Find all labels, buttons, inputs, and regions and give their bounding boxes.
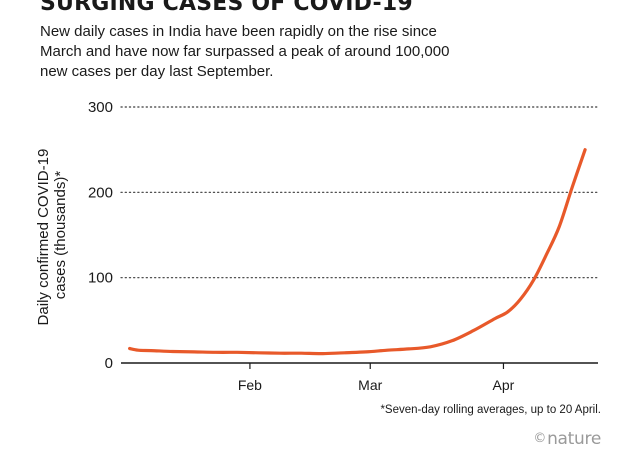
footnote: *Seven-day rolling averages, up to 20 Ap… [380, 404, 601, 416]
y-tick-label-0: 0 [105, 355, 113, 372]
y-axis-label: Daily confirmed COVID-19 cases (thousand… [35, 145, 69, 326]
series [128, 148, 587, 356]
y-tick-label-100: 100 [88, 270, 113, 287]
y-axis-label-line-1: Daily confirmed COVID-19 [35, 149, 52, 326]
x-tick-label-feb: Feb [238, 377, 262, 393]
copyright-icon: © [533, 431, 547, 446]
chart-subtitle: New daily cases in India have been rapid… [40, 23, 450, 80]
y-tick-label-200: 200 [88, 184, 113, 201]
nature-logo: ©nature [533, 429, 601, 449]
chart-title: SURGING CASES OF COVID-19 [40, 0, 413, 16]
brand-name: nature [547, 429, 601, 449]
axes: 0 100 200 300 Feb Mar Apr [88, 99, 598, 393]
series-line-0 [128, 148, 587, 356]
y-tick-label-300: 300 [88, 99, 113, 116]
x-tick-label-mar: Mar [358, 377, 382, 393]
x-tick-label-apr: Apr [493, 377, 515, 393]
gridlines [120, 106, 599, 279]
y-axis-label-line-2: cases (thousands)* [52, 171, 69, 300]
